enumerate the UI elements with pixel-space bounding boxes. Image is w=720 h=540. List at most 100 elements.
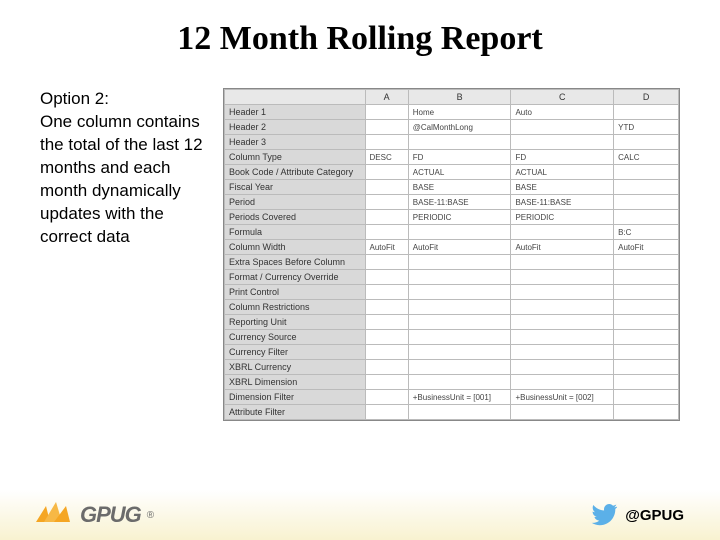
cell [408,345,511,360]
row-label: Fiscal Year [225,180,366,195]
cell [511,285,614,300]
cell [365,135,408,150]
cell [511,135,614,150]
row-label: Column Width [225,240,366,255]
col-header-b: B [408,90,511,105]
cell: FD [511,150,614,165]
cell [408,360,511,375]
page-title: 12 Month Rolling Report [0,0,720,88]
row-label: Currency Source [225,330,366,345]
cell [614,300,679,315]
cell [511,330,614,345]
cell [614,330,679,345]
table-row: Extra Spaces Before Column [225,255,679,270]
cell: AutoFit [365,240,408,255]
table-row: Reporting Unit [225,315,679,330]
cell [365,165,408,180]
cell [614,255,679,270]
table-row: Book Code / Attribute Category ACTUALACTU… [225,165,679,180]
table-row: Column Restrictions [225,300,679,315]
col-header-c: C [511,90,614,105]
content-area: Option 2: One column contains the total … [0,88,720,421]
logo-mark-icon [36,502,76,528]
cell [614,315,679,330]
row-label: Header 1 [225,105,366,120]
cell [614,195,679,210]
spreadsheet-table: A B C D Header 1HomeAutoHeader 2@CalMont… [224,89,679,420]
cell [614,180,679,195]
cell [614,405,679,420]
table-row: Header 3 [225,135,679,150]
cell [365,315,408,330]
cell [365,285,408,300]
cell [614,210,679,225]
spreadsheet-screenshot: A B C D Header 1HomeAutoHeader 2@CalMont… [223,88,680,421]
row-label: Header 2 [225,120,366,135]
cell [365,210,408,225]
cell [614,285,679,300]
row-label: Column Restrictions [225,300,366,315]
cell [614,105,679,120]
cell [511,360,614,375]
row-label: Periods Covered [225,210,366,225]
cell: AutoFit [614,240,679,255]
cell: CALC [614,150,679,165]
cell [365,330,408,345]
table-row: Header 2@CalMonthLongYTD [225,120,679,135]
table-row: PeriodBASE-11:BASEBASE-11:BASE [225,195,679,210]
cell [614,270,679,285]
cell [511,315,614,330]
cell: YTD [614,120,679,135]
twitter-icon [591,504,617,526]
cell [614,345,679,360]
cell: BASE [408,180,511,195]
table-row: FormulaB:C [225,225,679,240]
row-label: Format / Currency Override [225,270,366,285]
cell: ACTUAL [408,165,511,180]
cell [408,270,511,285]
cell: DESC [365,150,408,165]
row-label: Extra Spaces Before Column [225,255,366,270]
cell [365,225,408,240]
cell: +BusinessUnit = [002] [511,390,614,405]
table-row: Column TypeDESCFDFDCALC [225,150,679,165]
table-row: XBRL Currency [225,360,679,375]
table-row: Column WidthAutoFitAutoFitAutoFitAutoFit [225,240,679,255]
table-row: Currency Source [225,330,679,345]
row-label: Column Type [225,150,366,165]
cell [365,345,408,360]
cell [511,255,614,270]
registered-mark: ® [147,510,154,521]
row-label: Header 3 [225,135,366,150]
cell [365,195,408,210]
footer-bar: GPUG ® @GPUG [0,490,720,540]
cell [365,390,408,405]
cell [408,315,511,330]
description-block: Option 2: One column contains the total … [40,88,205,421]
description-text: One column contains the total of the las… [40,112,203,246]
cell [511,270,614,285]
table-row: XBRL Dimension [225,375,679,390]
cell: ACTUAL [511,165,614,180]
row-label: Attribute Filter [225,405,366,420]
table-row: Dimension Filter+BusinessUnit = [001]+Bu… [225,390,679,405]
cell: FD [408,150,511,165]
table-row: Header 1HomeAuto [225,105,679,120]
option-label: Option 2: [40,88,205,111]
cell [614,375,679,390]
row-label: Reporting Unit [225,315,366,330]
cell [408,285,511,300]
cell [408,375,511,390]
col-header-blank [225,90,366,105]
table-row: Attribute Filter [225,405,679,420]
cell: B:C [614,225,679,240]
cell: PERIODIC [511,210,614,225]
row-label: Book Code / Attribute Category [225,165,366,180]
row-label: XBRL Currency [225,360,366,375]
cell: BASE [511,180,614,195]
cell [614,390,679,405]
cell: AutoFit [408,240,511,255]
cell [511,300,614,315]
cell [614,360,679,375]
row-label: Print Control [225,285,366,300]
